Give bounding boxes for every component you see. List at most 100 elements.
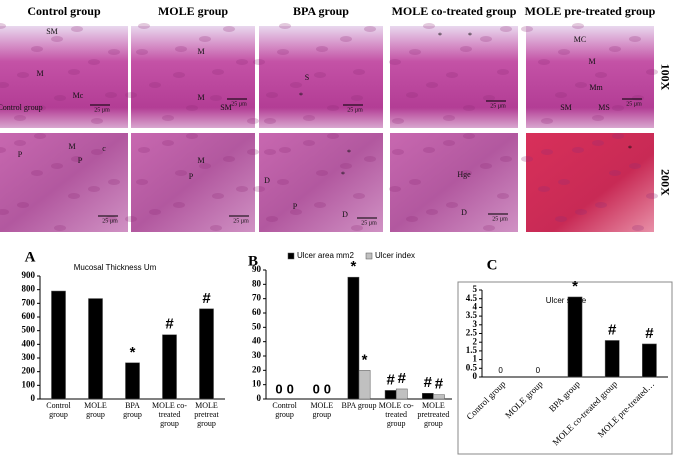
value-label: 0 (287, 381, 294, 396)
x-tick-label: MOLE pretreat group (194, 402, 219, 428)
tissue-texture (353, 69, 365, 75)
tissue-texture (136, 49, 148, 55)
tissue-texture (483, 95, 495, 101)
histology-image (131, 26, 255, 128)
tissue-texture (88, 59, 100, 65)
panel-label: A (25, 249, 36, 265)
tissue-texture (314, 72, 326, 78)
histology-image (131, 133, 255, 232)
bar (162, 334, 177, 400)
y-tick-label: 0.5 (466, 362, 478, 372)
tissue-label: M (197, 93, 204, 102)
y-tick-label: 700 (22, 297, 36, 307)
scale-label: 25 µm (492, 216, 508, 222)
y-tick-label: 3.5 (466, 310, 478, 320)
tissue-texture (138, 147, 150, 153)
tissue-texture (572, 23, 584, 29)
x-tick-label-box: MOLE pretreat group (194, 402, 219, 428)
y-tick-label: 400 (22, 338, 36, 348)
tissue-texture (609, 170, 621, 176)
tissue-texture (34, 105, 46, 111)
tissue-texture (303, 140, 315, 146)
tissue-texture (595, 72, 607, 78)
tissue-texture (314, 202, 326, 208)
tissue-texture (199, 163, 211, 169)
value-label: 0 (324, 381, 331, 396)
y-tick-label: 1 (473, 354, 478, 364)
tissue-texture (646, 193, 658, 199)
tissue-texture (186, 105, 198, 111)
y-tick-label: 4.5 (466, 293, 478, 303)
tissue-texture (212, 69, 224, 75)
bar (199, 308, 214, 400)
tissue-texture (609, 46, 621, 52)
x-tick-label-box: MOLE co-treated group (379, 402, 414, 428)
y-tick-label: 10 (252, 379, 262, 389)
bar (358, 370, 371, 400)
y-tick-label: 70 (252, 293, 262, 303)
chart-frame (457, 281, 673, 455)
tissue-texture (253, 186, 265, 192)
magnification-label: 200X (658, 169, 672, 196)
tissue-label: MS (598, 103, 610, 112)
tissue-texture (17, 202, 29, 208)
tissue-texture (351, 225, 363, 231)
scale-label: 25 µm (231, 101, 247, 107)
tissue-texture (279, 147, 291, 153)
tissue-texture (303, 115, 315, 121)
scale-label: 25 µm (361, 220, 377, 226)
tissue-texture (31, 170, 43, 176)
tissue-texture (538, 59, 550, 65)
bar (88, 298, 103, 400)
tissue-texture (426, 209, 438, 215)
tissue-label: D (342, 210, 348, 219)
significance-mark: # (398, 370, 407, 387)
significance-mark: # (435, 376, 444, 393)
y-tick-label: 0 (257, 393, 262, 403)
bar (567, 296, 583, 378)
column-header: BPA group (293, 4, 349, 18)
tissue-texture (480, 36, 492, 42)
tissue-label: M (197, 156, 204, 165)
tissue-label: P (293, 202, 298, 211)
tissue-texture (173, 202, 185, 208)
significance-mark: # (608, 321, 617, 338)
tissue-label: M (197, 47, 204, 56)
value-label: 0 (498, 366, 503, 375)
x-tick-label-box: BPA group (341, 402, 376, 410)
histology-image (390, 133, 518, 232)
tissue-label: c (102, 144, 106, 153)
tissue-label: Mm (589, 83, 603, 92)
x-tick-label: MOLE co-treated group (152, 402, 187, 428)
scale-label: 25 µm (102, 218, 118, 224)
tissue-texture (34, 133, 46, 139)
tissue-texture (236, 186, 248, 192)
histology-image (526, 26, 654, 128)
tissue-texture (125, 92, 137, 98)
y-tick-label: 200 (22, 366, 36, 376)
scale-label: 25 µm (347, 107, 363, 113)
y-tick-label: 4 (473, 301, 478, 311)
tissue-texture (175, 46, 187, 52)
tissue-texture (392, 118, 404, 124)
tissue-texture (480, 163, 492, 169)
y-tick-label: 2 (473, 336, 478, 346)
tissue-texture (175, 170, 187, 176)
tissue-texture (426, 82, 438, 88)
tissue-texture (460, 46, 472, 52)
tissue-texture (290, 82, 302, 88)
tissue-texture (173, 72, 185, 78)
tissue-texture (646, 69, 658, 75)
y-tick-label: 40 (252, 336, 262, 346)
x-tick-label-box: MOLE co-treated group (152, 402, 187, 428)
chart-title: Mucosal Thickness Um (74, 263, 157, 272)
tissue-texture (68, 69, 80, 75)
tissue-texture (409, 179, 421, 185)
tissue-texture (71, 26, 83, 32)
y-tick-label: 0 (31, 393, 36, 403)
significance-mark: # (645, 325, 654, 342)
tissue-texture (212, 193, 224, 199)
tissue-label: * (299, 91, 303, 100)
significance-mark: * (362, 351, 368, 368)
